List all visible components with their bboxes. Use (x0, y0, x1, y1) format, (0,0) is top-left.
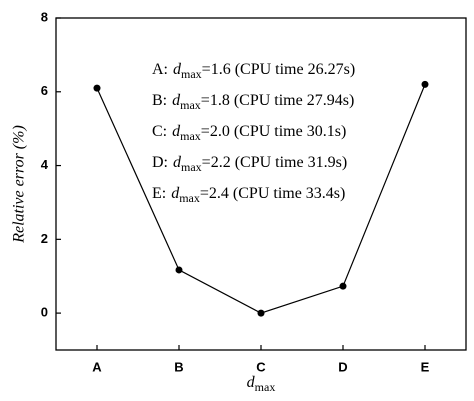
x-label-symbol: d (247, 374, 256, 391)
annotation-text: =1.6 (CPU time 26.27s) (202, 61, 355, 78)
annotation-text: =2.4 (CPU time 33.4s) (200, 185, 345, 202)
annotation-subscript: max (181, 160, 202, 174)
y-tick-label: 0 (41, 305, 48, 320)
annotation-text: =2.2 (CPU time 31.9s) (202, 154, 347, 171)
annotation-label: A: (152, 61, 168, 78)
annotation: B: dmax=1.8 (CPU time 27.94s) (152, 92, 354, 112)
x-tick-label: E (421, 359, 430, 374)
annotation-label: E: (152, 185, 166, 202)
x-tick-label: B (174, 359, 183, 374)
x-tick-label: A (92, 359, 102, 374)
annotation-subscript: max (180, 98, 201, 112)
annotation-text: =2.0 (CPU time 30.1s) (201, 123, 346, 140)
annotation: C: dmax=2.0 (CPU time 30.1s) (152, 123, 346, 143)
y-tick-label: 4 (41, 157, 49, 172)
annotation-symbol: d (173, 61, 182, 78)
x-tick-label: D (338, 359, 347, 374)
annotation-label: B: (152, 92, 167, 109)
point (175, 266, 183, 274)
point (257, 309, 265, 317)
annotation-symbol: d (172, 92, 181, 109)
annotation-label: C: (152, 123, 167, 140)
annotation: D: dmax=2.2 (CPU time 31.9s) (152, 154, 347, 174)
x-tick-label: C (256, 359, 266, 374)
annotation-text: =1.8 (CPU time 27.94s) (201, 92, 354, 109)
x-axis-label: dmax (247, 374, 276, 394)
x-label-subscript: max (255, 380, 276, 394)
y-tick-label: 2 (41, 231, 48, 246)
annotation-subscript: max (179, 191, 200, 205)
point (339, 282, 347, 290)
annotation-symbol: d (172, 123, 181, 140)
y-tick-label: 6 (41, 83, 48, 98)
annotation: E: dmax=2.4 (CPU time 33.4s) (152, 185, 345, 205)
annotation: A: dmax=1.6 (CPU time 26.27s) (152, 61, 355, 81)
y-tick-label: 8 (41, 9, 48, 24)
annotation-subscript: max (181, 67, 202, 81)
annotation-subscript: max (180, 129, 201, 143)
annotation-label: D: (152, 154, 168, 171)
y-axis-label: Relative error (%) (11, 125, 28, 244)
point (421, 80, 429, 88)
annotation-symbol: d (171, 185, 180, 202)
annotation-symbol: d (173, 154, 182, 171)
point (93, 84, 101, 92)
